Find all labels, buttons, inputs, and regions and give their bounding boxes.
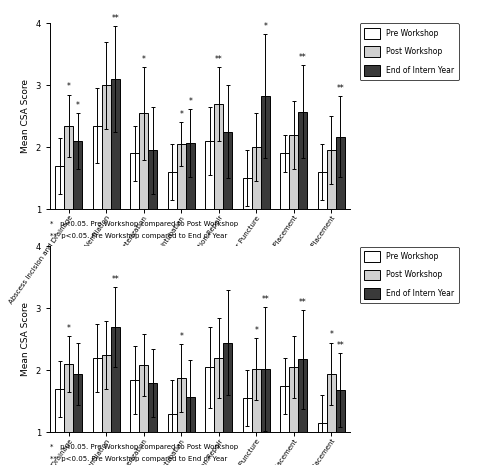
- Legend: Pre Workshop, Post Workshop, End of Intern Year: Pre Workshop, Post Workshop, End of Inte…: [360, 246, 458, 304]
- Bar: [336, 137, 345, 271]
- Text: **: **: [262, 295, 269, 304]
- Legend: Pre Workshop, Post Workshop, End of Intern Year: Pre Workshop, Post Workshop, End of Inte…: [360, 23, 458, 80]
- Bar: [73, 373, 82, 465]
- Bar: [223, 343, 232, 465]
- Text: **: **: [336, 84, 344, 93]
- Text: **  p<0.05. Pre Workshop compared to End of Year: ** p<0.05. Pre Workshop compared to End …: [50, 232, 227, 239]
- Bar: [252, 369, 261, 465]
- Bar: [223, 132, 232, 271]
- Text: *: *: [180, 110, 183, 120]
- Bar: [243, 399, 252, 465]
- Bar: [214, 358, 223, 465]
- Bar: [55, 389, 64, 465]
- Bar: [243, 178, 252, 271]
- Bar: [177, 378, 186, 465]
- Bar: [177, 144, 186, 271]
- Bar: [318, 172, 327, 271]
- Bar: [93, 126, 102, 271]
- Bar: [73, 141, 82, 271]
- Bar: [206, 141, 214, 271]
- Bar: [93, 358, 102, 465]
- Text: *: *: [180, 332, 183, 341]
- Text: **: **: [299, 53, 306, 62]
- Text: *: *: [330, 331, 333, 339]
- Bar: [139, 365, 148, 465]
- Bar: [111, 327, 120, 465]
- Bar: [206, 367, 214, 465]
- Text: *: *: [142, 54, 146, 64]
- Bar: [252, 147, 261, 271]
- Text: **: **: [299, 298, 306, 306]
- Bar: [148, 150, 157, 271]
- Text: **: **: [112, 275, 119, 284]
- Bar: [64, 126, 73, 271]
- Bar: [280, 386, 289, 465]
- Y-axis label: Mean CSA Score: Mean CSA Score: [21, 302, 30, 377]
- Text: **: **: [336, 341, 344, 350]
- Bar: [298, 359, 307, 465]
- Text: **: **: [112, 14, 119, 23]
- Y-axis label: Mean CSA Score: Mean CSA Score: [21, 79, 30, 153]
- Bar: [111, 79, 120, 271]
- Bar: [318, 423, 327, 465]
- Bar: [139, 113, 148, 271]
- Bar: [336, 390, 345, 465]
- Bar: [64, 364, 73, 465]
- Text: *: *: [254, 326, 258, 335]
- Bar: [289, 367, 298, 465]
- Bar: [186, 143, 195, 271]
- Bar: [102, 85, 111, 271]
- Text: *   p<0.05. Pre Workshop compared to Post Workshop: * p<0.05. Pre Workshop compared to Post …: [50, 221, 238, 227]
- Bar: [148, 383, 157, 465]
- Bar: [327, 150, 336, 271]
- Text: *   p<0.05. Pre Workshop compared to Post Workshop: * p<0.05. Pre Workshop compared to Post …: [50, 444, 238, 450]
- Bar: [168, 172, 177, 271]
- Bar: [289, 135, 298, 271]
- Bar: [327, 373, 336, 465]
- X-axis label: Procedures: Procedures: [175, 311, 225, 320]
- Text: **  p<0.05. Pre Workshop compared to End of Year: ** p<0.05. Pre Workshop compared to End …: [50, 456, 227, 462]
- Bar: [130, 153, 139, 271]
- Text: **: **: [215, 54, 222, 64]
- Bar: [102, 355, 111, 465]
- Text: *: *: [67, 82, 70, 92]
- Bar: [298, 112, 307, 271]
- Bar: [55, 166, 64, 271]
- Text: *: *: [67, 324, 70, 333]
- Text: *: *: [76, 101, 80, 110]
- Text: *: *: [264, 22, 267, 31]
- Bar: [280, 153, 289, 271]
- Bar: [261, 369, 270, 465]
- Bar: [130, 380, 139, 465]
- Bar: [168, 414, 177, 465]
- Text: *: *: [188, 97, 192, 106]
- Bar: [261, 96, 270, 271]
- Bar: [186, 397, 195, 465]
- Bar: [214, 104, 223, 271]
